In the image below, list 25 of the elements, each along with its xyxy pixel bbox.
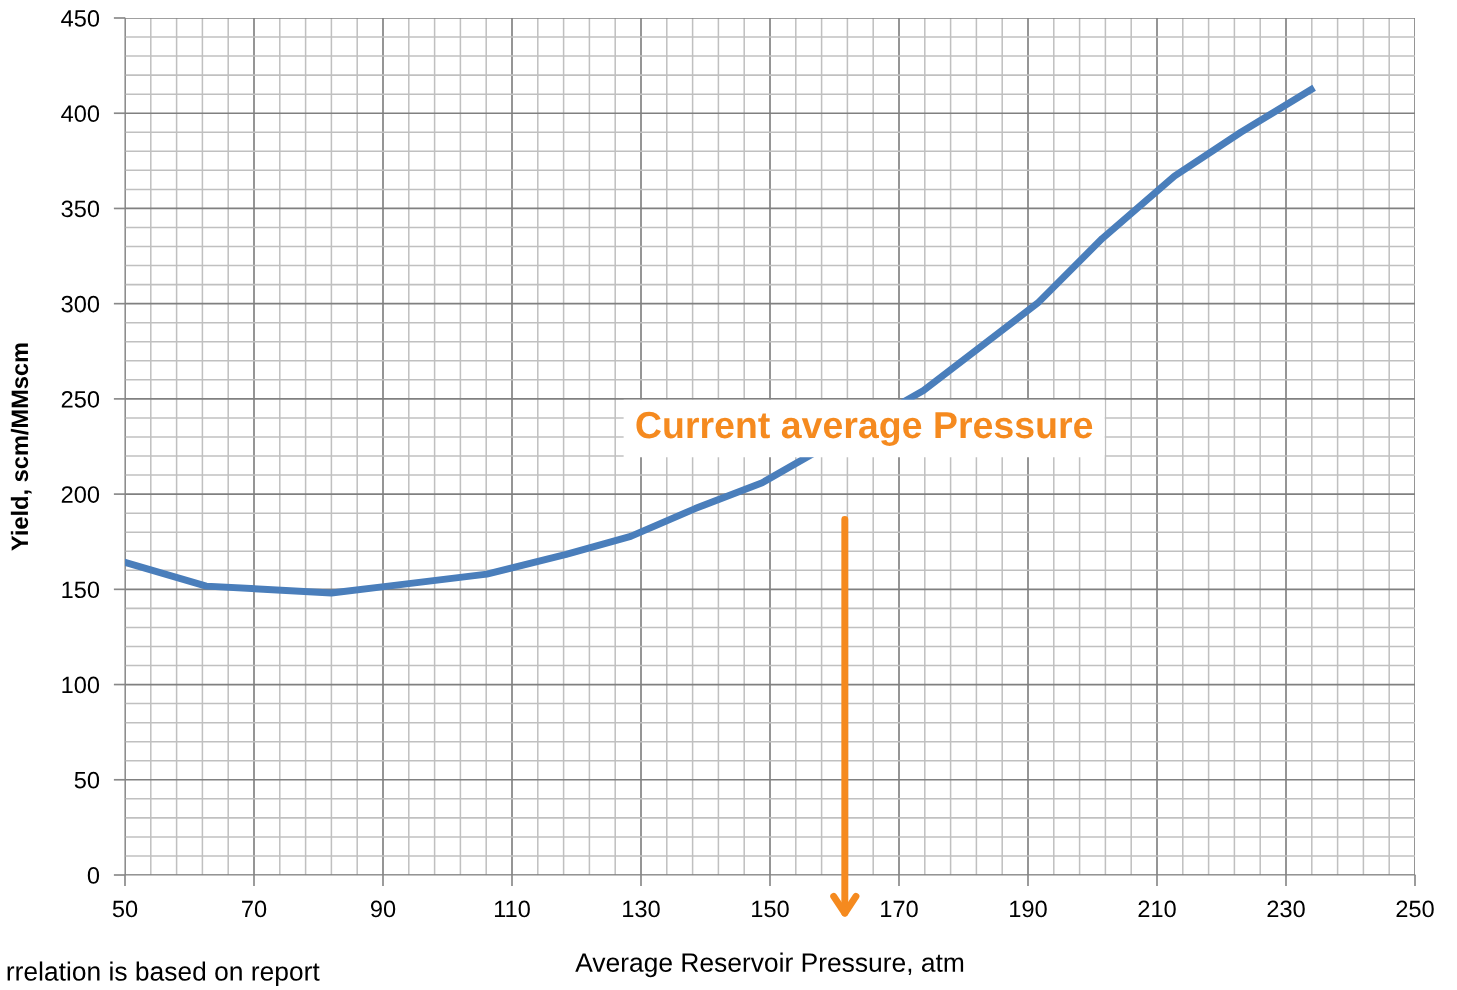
y-tick-label: 400	[61, 105, 100, 123]
text: rrelation is based on report	[7, 961, 320, 987]
annotation: Current average Pressure	[636, 411, 1093, 446]
y-tick-label: 50	[74, 771, 100, 789]
x-tick-label: 110	[494, 900, 530, 918]
y-axis-title: Yield, scm/MMscm	[10, 343, 32, 551]
y-tick-label: 100	[62, 676, 100, 694]
x-axis-title: Average Reservoir Pressure, atm	[575, 952, 964, 978]
x-tick-label: 50	[112, 900, 138, 918]
y-tick-label: 150	[62, 581, 100, 599]
x-tick-label: 230	[1267, 900, 1305, 918]
y-tick-label: 250	[61, 390, 100, 408]
x-tick-label: 70	[242, 900, 267, 918]
y-tick-label: 0	[87, 867, 100, 884]
x-tick-label: 90	[370, 900, 396, 918]
x-tick-label: 250	[1396, 900, 1434, 918]
y-tick-label: 450	[61, 10, 100, 27]
x-tick-label: 170	[881, 900, 918, 918]
y-tick-label: 350	[61, 200, 100, 218]
y-tick-label: 200	[61, 486, 100, 503]
x-tick-label: 150	[752, 900, 789, 918]
x-tick-label: 130	[623, 900, 660, 918]
x-tick-label: 210	[1138, 900, 1176, 918]
x-tick-label: 190	[1010, 900, 1047, 918]
y-tick-label: 300	[61, 295, 100, 313]
